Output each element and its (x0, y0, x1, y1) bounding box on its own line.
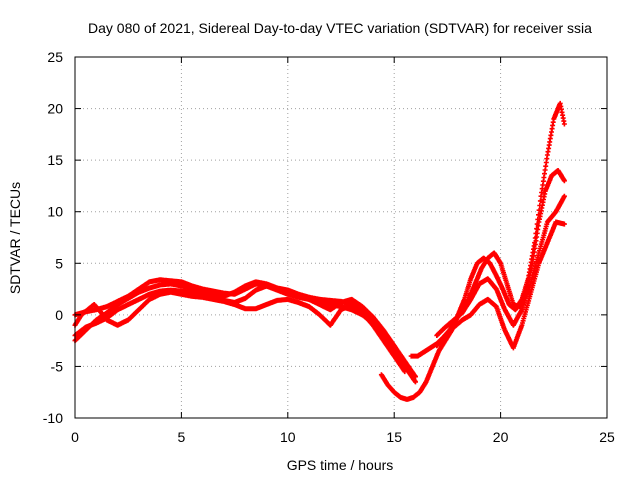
chart-title: Day 080 of 2021, Sidereal Day-to-day VTE… (88, 20, 592, 36)
y-axis-label: SDTVAR / TECUs (7, 182, 23, 294)
x-tick-label: 15 (386, 429, 402, 445)
series-track-4 (72, 277, 397, 349)
y-axis-ticks: -10 -5 0 5 10 15 20 25 (43, 49, 607, 426)
x-axis-ticks: 0 5 10 15 20 25 (71, 57, 615, 445)
series-markers (434, 219, 567, 351)
y-tick-label: -10 (43, 410, 63, 426)
series-markers (72, 279, 418, 380)
series-track-1 (72, 279, 418, 380)
series-track-7 (434, 193, 567, 338)
x-tick-label: 20 (493, 429, 509, 445)
x-axis-label: GPS time / hours (287, 457, 394, 473)
y-tick-label: 15 (47, 152, 63, 168)
series-markers (72, 277, 397, 349)
y-tick-label: 10 (47, 204, 63, 220)
x-tick-label: 25 (599, 429, 615, 445)
y-tick-label: 0 (55, 307, 63, 323)
x-tick-label: 5 (178, 429, 186, 445)
plot-frame (74, 56, 608, 419)
x-tick-label: 0 (71, 429, 79, 445)
x-tick-label: 10 (280, 429, 296, 445)
series-markers (434, 193, 567, 338)
y-tick-label: 25 (47, 49, 63, 65)
series-track-8 (434, 219, 567, 351)
y-tick-label: -5 (51, 358, 64, 374)
y-tick-label: 5 (55, 255, 63, 271)
data-points (72, 100, 567, 402)
y-tick-label: 20 (47, 101, 63, 117)
grid-lines (75, 57, 607, 418)
